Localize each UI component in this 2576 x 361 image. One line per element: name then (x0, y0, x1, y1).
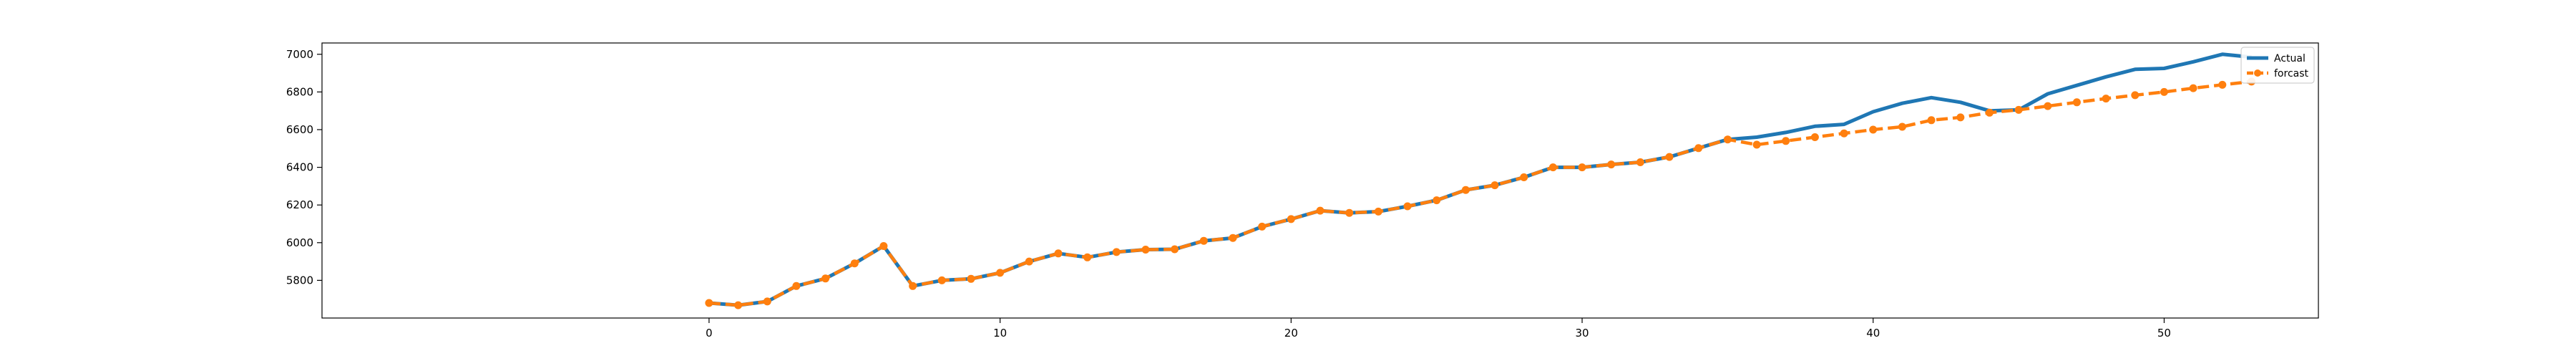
data-point-forcast (1548, 163, 1557, 172)
y-tick-label: 6200 (286, 198, 313, 211)
x-tick-label: 50 (2157, 327, 2171, 340)
y-axis: 5800 6000 6200 6400 6600 6800 7000 (286, 48, 322, 287)
x-axis: 0 10 20 30 40 50 (706, 318, 2171, 340)
series-line-forcast (708, 80, 2252, 307)
data-point-forcast (1433, 196, 1441, 205)
x-tick-label: 20 (1284, 327, 1298, 340)
data-point-forcast (2218, 80, 2227, 89)
y-tick-label: 7000 (286, 48, 313, 61)
data-point-forcast (1199, 236, 1208, 245)
data-point-forcast (1752, 140, 1761, 149)
data-point-forcast (763, 297, 771, 306)
data-point-forcast (1258, 222, 1267, 231)
plot-area (705, 52, 2255, 309)
data-point-forcast (1869, 125, 1878, 134)
data-point-forcast (1956, 113, 1965, 122)
data-point-forcast (2131, 91, 2140, 100)
data-point-forcast (1927, 116, 1936, 125)
data-point-forcast (1054, 249, 1063, 258)
data-point-forcast (2044, 102, 2052, 110)
x-tick-label: 40 (1866, 327, 1880, 340)
legend-marker-forcast (2254, 69, 2261, 77)
data-point-forcast (1171, 245, 1179, 254)
data-point-forcast (879, 242, 888, 250)
data-point-forcast (996, 269, 1005, 277)
data-point-forcast (1985, 108, 1994, 117)
y-tick-label: 6600 (286, 123, 313, 136)
legend: Actual forcast (2240, 47, 2315, 84)
data-point-forcast (2102, 95, 2110, 103)
data-point-forcast (1810, 133, 1819, 141)
data-point-forcast (1374, 207, 1382, 216)
data-point-forcast (967, 274, 975, 283)
data-point-forcast (1694, 144, 1703, 153)
legend-label-actual: Actual (2274, 53, 2306, 64)
data-point-forcast (1287, 215, 1295, 223)
data-point-forcast (909, 281, 917, 290)
data-point-forcast (1665, 153, 1674, 161)
x-tick-label: 0 (706, 327, 713, 340)
data-point-forcast (1083, 253, 1092, 261)
y-tick-label: 5800 (286, 274, 313, 287)
y-tick-label: 6400 (286, 161, 313, 174)
data-point-forcast (734, 301, 743, 309)
data-point-forcast (937, 276, 946, 284)
data-point-forcast (1898, 122, 1906, 131)
data-point-forcast (2014, 105, 2023, 114)
plot-frame (321, 42, 2319, 319)
data-point-forcast (2189, 84, 2197, 92)
data-point-forcast (1316, 206, 1324, 215)
data-point-forcast (1723, 135, 1732, 144)
data-point-forcast (1840, 129, 1848, 138)
data-point-forcast (1461, 186, 1470, 194)
data-point-forcast (1636, 158, 1644, 166)
data-point-forcast (1345, 208, 1354, 217)
data-point-forcast (850, 259, 859, 268)
data-point-forcast (1782, 137, 1790, 145)
y-tick-label: 6800 (286, 85, 313, 98)
data-point-forcast (792, 281, 801, 290)
data-point-forcast (1607, 160, 1616, 169)
data-point-forcast (1025, 257, 1033, 266)
data-point-forcast (1112, 248, 1121, 256)
data-point-forcast (2072, 98, 2081, 107)
y-tick-label: 6000 (286, 236, 313, 249)
data-point-forcast (1141, 246, 1150, 254)
x-tick-label: 30 (1575, 327, 1589, 340)
data-point-forcast (1491, 181, 1499, 190)
data-point-forcast (1578, 163, 1586, 172)
legend-label-forcast: forcast (2274, 68, 2309, 80)
data-point-forcast (821, 274, 830, 283)
data-point-forcast (1520, 173, 1528, 181)
data-point-forcast (705, 299, 713, 307)
x-tick-label: 10 (993, 327, 1007, 340)
data-point-forcast (1229, 234, 1237, 242)
data-point-forcast (1403, 202, 1412, 211)
data-point-forcast (2160, 87, 2168, 96)
